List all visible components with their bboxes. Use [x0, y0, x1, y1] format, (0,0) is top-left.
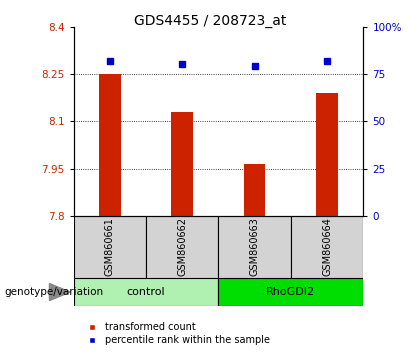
Text: control: control: [127, 287, 165, 297]
Bar: [218, 216, 291, 278]
Text: GSM860662: GSM860662: [177, 217, 187, 276]
Bar: [146, 216, 218, 278]
Polygon shape: [50, 284, 70, 301]
Text: GSM860661: GSM860661: [105, 217, 115, 276]
Bar: [291, 216, 363, 278]
Bar: [244, 164, 265, 216]
Text: genotype/variation: genotype/variation: [4, 287, 103, 297]
Bar: [171, 112, 193, 216]
Bar: [99, 74, 121, 216]
Bar: [218, 278, 363, 306]
Text: RhoGDI2: RhoGDI2: [266, 287, 315, 297]
Bar: [74, 278, 218, 306]
Text: GSM860664: GSM860664: [322, 217, 332, 276]
Bar: [74, 216, 146, 278]
Bar: [316, 93, 338, 216]
Legend: transformed count, percentile rank within the sample: transformed count, percentile rank withi…: [79, 319, 273, 349]
Text: GDS4455 / 208723_at: GDS4455 / 208723_at: [134, 14, 286, 28]
Text: GSM860663: GSM860663: [249, 217, 260, 276]
